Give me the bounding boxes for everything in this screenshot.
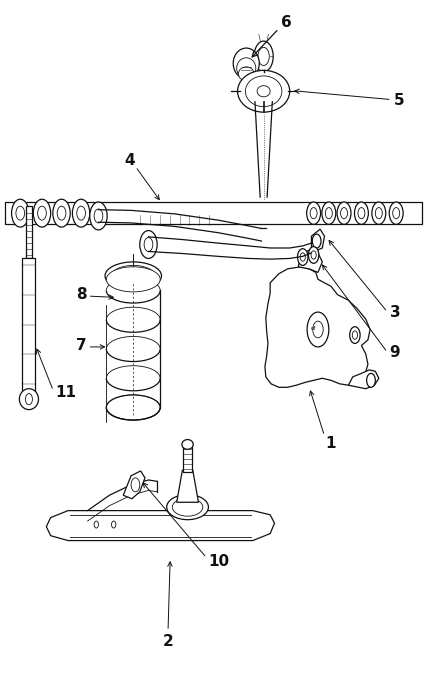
Circle shape	[258, 47, 269, 66]
Circle shape	[77, 206, 85, 220]
Text: 6: 6	[281, 15, 292, 31]
Polygon shape	[298, 250, 322, 272]
Circle shape	[310, 207, 317, 218]
Circle shape	[53, 199, 70, 227]
Text: 1: 1	[326, 436, 336, 450]
Ellipse shape	[106, 395, 160, 420]
Circle shape	[300, 253, 305, 261]
Circle shape	[112, 521, 116, 528]
Polygon shape	[311, 229, 324, 253]
Text: 9: 9	[390, 345, 400, 360]
Circle shape	[312, 234, 321, 248]
Text: 10: 10	[208, 554, 230, 569]
Circle shape	[341, 207, 347, 218]
Circle shape	[389, 202, 403, 224]
Text: 8: 8	[76, 287, 86, 302]
Circle shape	[16, 206, 24, 220]
Text: of: of	[311, 325, 316, 331]
Polygon shape	[348, 370, 379, 389]
Circle shape	[313, 321, 323, 338]
Circle shape	[90, 202, 107, 230]
Ellipse shape	[182, 440, 193, 450]
Circle shape	[254, 41, 273, 72]
Polygon shape	[265, 267, 370, 387]
Circle shape	[131, 478, 140, 492]
Circle shape	[308, 246, 319, 263]
Circle shape	[393, 207, 400, 218]
Circle shape	[354, 202, 368, 224]
Bar	[22, 258, 35, 391]
Circle shape	[337, 202, 351, 224]
Circle shape	[297, 248, 308, 265]
Circle shape	[307, 202, 320, 224]
Bar	[183, 445, 192, 473]
Ellipse shape	[257, 86, 270, 97]
Bar	[5, 202, 422, 224]
Ellipse shape	[172, 498, 203, 517]
Circle shape	[367, 373, 375, 387]
Text: 5: 5	[394, 93, 405, 107]
Circle shape	[322, 202, 336, 224]
Ellipse shape	[237, 58, 256, 79]
Ellipse shape	[112, 265, 155, 286]
Ellipse shape	[118, 269, 149, 283]
Circle shape	[375, 207, 382, 218]
Circle shape	[311, 251, 316, 259]
Circle shape	[37, 206, 46, 220]
Polygon shape	[305, 258, 318, 268]
Text: 7: 7	[76, 338, 86, 353]
Polygon shape	[123, 471, 145, 499]
Polygon shape	[177, 470, 198, 503]
Circle shape	[33, 199, 51, 227]
Circle shape	[72, 199, 90, 227]
Circle shape	[140, 230, 157, 258]
Circle shape	[12, 199, 29, 227]
Ellipse shape	[238, 70, 290, 112]
Ellipse shape	[238, 67, 254, 81]
Circle shape	[350, 327, 360, 343]
Text: 2: 2	[163, 634, 174, 649]
Ellipse shape	[245, 76, 282, 107]
Text: 3: 3	[390, 305, 400, 320]
Circle shape	[358, 207, 365, 218]
Polygon shape	[46, 511, 275, 540]
Text: 11: 11	[55, 385, 76, 400]
Ellipse shape	[233, 48, 259, 79]
Ellipse shape	[167, 495, 208, 520]
Circle shape	[352, 331, 358, 339]
Circle shape	[307, 312, 329, 347]
Circle shape	[57, 206, 66, 220]
Text: 4: 4	[125, 154, 135, 168]
Circle shape	[144, 237, 153, 251]
Circle shape	[25, 394, 32, 405]
Circle shape	[94, 521, 99, 528]
Ellipse shape	[106, 267, 160, 292]
Circle shape	[309, 260, 314, 268]
Circle shape	[325, 207, 332, 218]
Circle shape	[94, 209, 103, 223]
Ellipse shape	[105, 262, 161, 290]
Bar	[26, 206, 31, 258]
Ellipse shape	[19, 389, 38, 410]
Circle shape	[372, 202, 386, 224]
